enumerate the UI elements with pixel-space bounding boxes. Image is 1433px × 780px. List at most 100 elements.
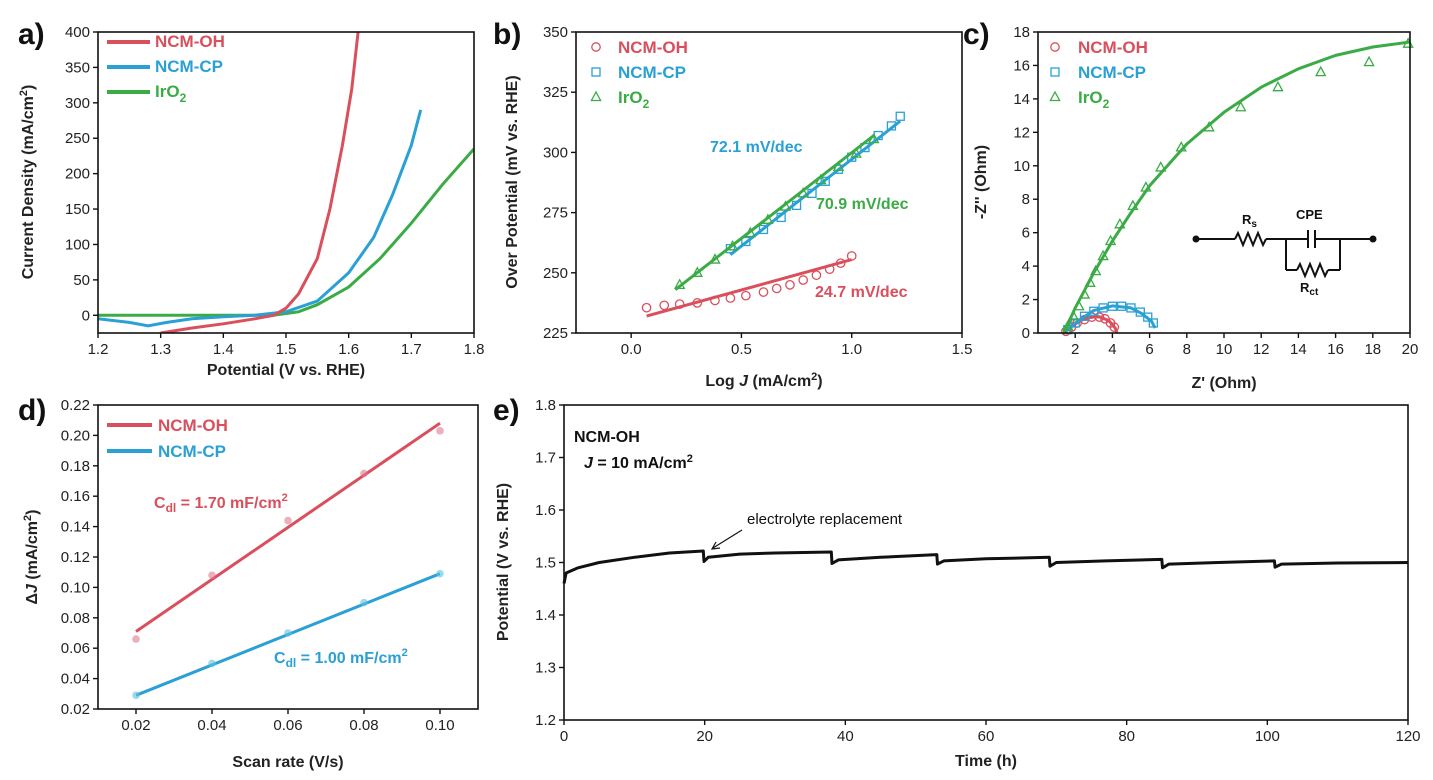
panel-b-slope-annotation-2: 24.7 mV/dec	[815, 284, 908, 301]
panel-c-xtick-label: 16	[1327, 341, 1344, 358]
panel-c-legend-marker-0	[1050, 42, 1060, 52]
panel-b-xtick-label: 1.5	[952, 341, 973, 358]
panel-a-xtick-label: 1.7	[401, 341, 422, 358]
panel-e-series-0-line	[562, 549, 1409, 584]
panel-c-legend-marker-2	[1049, 90, 1061, 102]
panel-b-ytick-label: 300	[543, 144, 568, 161]
panel-e-xtick-label: 80	[1118, 728, 1135, 745]
panel-c-series-2-point-11	[1155, 161, 1167, 172]
panel-e-xtick-label: 0	[560, 728, 568, 745]
panel-e-ytick-label: 1.8	[535, 397, 556, 414]
panel-b-series-0-point-6	[740, 290, 751, 301]
panel-b-series-0-point-0	[641, 302, 652, 313]
panel-a-series-1-line	[98, 109, 423, 328]
panel-c-ytick-label: 2	[1022, 292, 1030, 309]
panel-e-y-axis-label: Potential (V vs. RHE)	[495, 483, 512, 641]
panel-b-series-0-point-7	[758, 287, 769, 297]
panel-a-xtick-label: 1.2	[88, 341, 109, 358]
panel-d-ytick-label: 0.06	[61, 640, 90, 657]
panel-c-xtick-label: 18	[1364, 341, 1381, 358]
panel-c-series-2-point-16	[1315, 65, 1327, 77]
panel-a-ytick-label: 400	[65, 24, 90, 41]
panel-c-legend-marker-1	[1050, 67, 1060, 77]
panel-b-slope-annotation-1: 70.9 mV/dec	[816, 196, 909, 213]
panel-c-eis-chart: 2 4 6 8 10 12 14 16 18 20 0 2 4 6 8 10 12 14 16 18 NCM-OH NCM…	[973, 24, 1418, 392]
panel-label-c: c)	[963, 18, 990, 51]
panel-b-xtick-label: 0.5	[731, 341, 752, 358]
panel-c-ytick-label: 4	[1022, 258, 1030, 275]
panel-d-series-0-fit-line	[135, 421, 441, 633]
panel-a-xtick-label: 1.8	[464, 341, 485, 358]
panel-c-y-axis-label: -Z'' (Ohm)	[973, 145, 990, 219]
panel-a-ytick-label: 350	[65, 59, 90, 76]
panel-c-xtick-label: 6	[1145, 341, 1153, 358]
panel-d-ytick-label: 0.12	[61, 549, 90, 566]
panel-b-series-0-point-9	[785, 279, 795, 290]
panel-d-legend-label-0: NCM-OH	[158, 416, 228, 435]
panel-c-series-1-point-2	[1079, 311, 1090, 321]
panel-e-xtick-label: 20	[696, 728, 713, 745]
panel-d-legend-label-1: NCM-CP	[158, 442, 226, 461]
panel-b-tafel-chart: 0.0 0.5 1.0 1.5 225 250 275 300 325 350 NCM-OH NCM-…	[504, 24, 972, 390]
panel-c-ytick-label: 8	[1022, 191, 1030, 208]
panel-e-ytick-label: 1.6	[535, 502, 556, 519]
panel-a-xtick-label: 1.6	[338, 341, 359, 358]
panel-e-x-axis-label: Time (h)	[955, 753, 1017, 770]
panel-b-series-0-point-11	[811, 270, 822, 281]
resistor-rct-icon	[1296, 261, 1329, 279]
panel-c-legend-label-0: NCM-OH	[1078, 38, 1148, 57]
panel-label-d: d)	[18, 394, 46, 427]
panel-a-xtick-label: 1.4	[213, 341, 234, 358]
panel-d-x-axis-label: Scan rate (V/s)	[232, 754, 343, 771]
panel-b-x-axis-label: Log J (mA/cm2)	[705, 371, 822, 390]
panel-b-ytick-label: 350	[543, 24, 568, 41]
panel-c-series-0-point-8	[1109, 322, 1120, 332]
panel-d-ytick-label: 0.18	[61, 458, 90, 475]
panel-c-ytick-label: 0	[1022, 325, 1030, 342]
panel-d-series-1-point-2	[284, 629, 292, 637]
panel-d-y-axis-label: ΔJ (mA/cm2)	[22, 510, 41, 605]
panel-c-series-2-fit-line	[1062, 40, 1411, 334]
panel-b-series-1-point-6	[820, 176, 830, 186]
electrolyte-replacement-annotation: electrolyte replacement	[747, 511, 903, 528]
panel-d-cdl-chart: 0.02 0.04 0.06 0.08 0.10 0.02 0.04 0.06 0.08 0.10…	[22, 397, 479, 771]
panel-b-slope-annotation-0: 72.1 mV/dec	[710, 139, 803, 156]
panel-e-xtick-label: 100	[1255, 728, 1280, 745]
panel-b-series-0-point-8	[771, 283, 782, 294]
panel-c-series-2-point-14	[1235, 100, 1247, 112]
circuit-label-cpe: CPE	[1296, 207, 1323, 222]
panel-d-ytick-label: 0.20	[61, 427, 90, 444]
panel-c-series-1-point-9	[1143, 312, 1153, 322]
panel-b-xtick-label: 1.0	[841, 341, 862, 358]
panel-a-xtick-label: 1.3	[150, 341, 171, 358]
panel-d-series-0-point-3	[360, 469, 368, 478]
panel-a-xtick-label: 1.5	[276, 341, 297, 358]
panel-b-series-1-point-1	[741, 236, 751, 247]
panel-a-lsv-chart: 1.2 1.3 1.4 1.5 1.6 1.7 1.8 0 50 100 150 200 250 300 3…	[18, 24, 484, 379]
panel-e-ytick-label: 1.4	[535, 607, 556, 624]
panel-d-xtick-label: 0.04	[197, 717, 226, 734]
panel-d-series-1-point-4	[436, 569, 444, 578]
panel-b-legend-label-1: NCM-CP	[618, 63, 686, 82]
panel-c-legend-label-1: NCM-CP	[1078, 63, 1146, 82]
panel-a-legend-label-0: NCM-OH	[155, 32, 225, 51]
panel-c-series-2-point-15	[1272, 80, 1284, 92]
panel-c-xtick-label: 2	[1071, 341, 1079, 358]
panel-d-ytick-label: 0.10	[61, 579, 90, 596]
panel-c-xtick-label: 4	[1108, 341, 1116, 358]
panel-b-series-1-fit-line	[729, 119, 902, 256]
panel-d-ytick-label: 0.08	[61, 610, 90, 627]
panel-a-x-axis-label: Potential (V vs. RHE)	[207, 362, 365, 379]
panel-d-cdl-annotation-1: Cdl = 1.00 mF/cm2	[274, 647, 408, 670]
panel-c-series-1-point-1	[1070, 318, 1080, 328]
panel-e-ytick-label: 1.7	[535, 450, 556, 467]
panel-label-a: a)	[18, 18, 45, 51]
panel-label-e: e)	[493, 394, 520, 427]
panel-c-ytick-label: 6	[1022, 225, 1030, 242]
panel-a-plot-frame	[97, 31, 475, 334]
panel-a-y-axis-label: Current Density (mA/cm2)	[18, 85, 37, 280]
panel-d-xtick-label: 0.02	[121, 717, 150, 734]
panel-e-ytick-label: 1.2	[535, 712, 556, 729]
panel-b-series-1-point-12	[895, 111, 905, 121]
